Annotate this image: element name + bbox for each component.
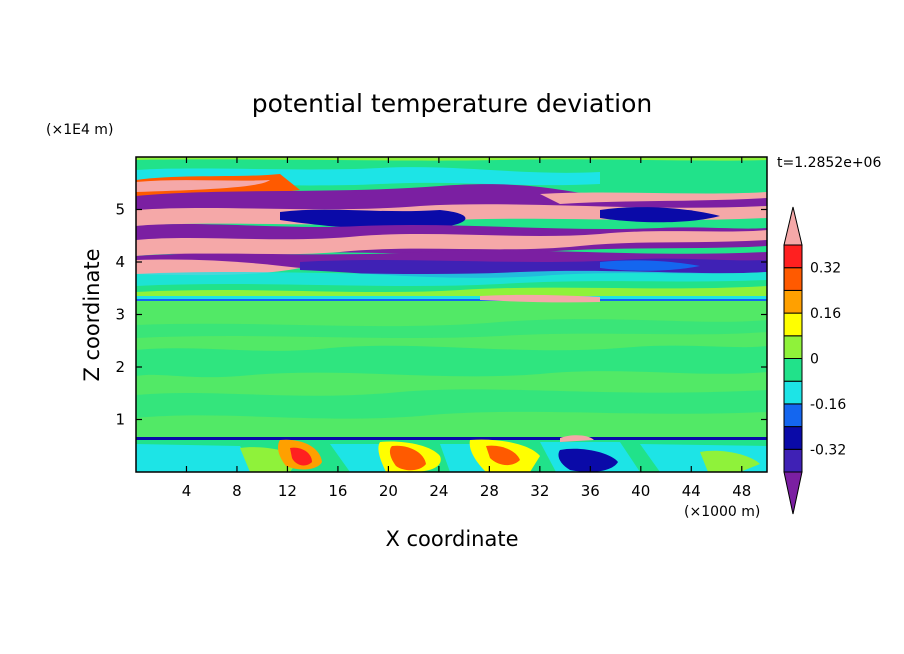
contour-band xyxy=(480,294,600,303)
contour-field xyxy=(136,157,767,472)
colorbar-label: 0.32 xyxy=(810,261,841,277)
contour-band xyxy=(486,445,520,466)
contour-band xyxy=(136,299,767,301)
x-axis-label: X coordinate xyxy=(385,527,518,551)
x-unit-label: (×1000 m) xyxy=(684,504,760,520)
x-tick-label: 16 xyxy=(328,482,347,500)
contour-band xyxy=(389,445,426,471)
contour-band xyxy=(136,319,767,338)
contour-band xyxy=(560,435,594,442)
contour-band xyxy=(136,180,270,192)
colorbar-segment xyxy=(783,380,803,405)
contour-band xyxy=(136,230,767,256)
contour-band xyxy=(290,447,312,466)
colorbar-segment xyxy=(783,358,803,382)
contour-band xyxy=(540,192,767,204)
x-tick-label: 8 xyxy=(232,482,242,500)
colorbar-label: -0.16 xyxy=(810,397,846,413)
colorbar-segment xyxy=(783,426,803,450)
y-tick-label: 4 xyxy=(115,253,125,271)
x-tick-label: 12 xyxy=(278,482,297,500)
y-tick-label: 1 xyxy=(115,411,125,429)
y-tick-label: 2 xyxy=(115,358,125,376)
colorbar-label: -0.32 xyxy=(810,442,846,458)
contour-band xyxy=(280,209,466,230)
contour-band xyxy=(136,250,767,270)
colorbar-segment xyxy=(783,403,803,428)
y-tick-label: 3 xyxy=(115,306,125,324)
contour-band xyxy=(136,296,767,301)
colorbar: 0.32 0.16 0 -0.16 -0.32 xyxy=(783,206,846,515)
x-tick-label: 40 xyxy=(631,482,650,500)
x-tick-label: 24 xyxy=(429,482,448,500)
x-tick-label: 28 xyxy=(480,482,499,500)
contour-band xyxy=(700,450,760,472)
colorbar-segment xyxy=(783,267,803,291)
x-tick-label: 4 xyxy=(182,482,192,500)
time-label: t=1.2852e+06 xyxy=(777,155,881,171)
colorbar-label: 0 xyxy=(810,352,819,368)
colorbar-segment xyxy=(783,244,803,269)
x-tick-label: 48 xyxy=(732,482,751,500)
colorbar-extend-high xyxy=(783,206,803,246)
y-axis-ticks: 1 2 3 4 5 xyxy=(115,201,767,429)
colorbar-label: 0.16 xyxy=(810,306,841,322)
contour-band xyxy=(136,389,767,419)
x-tick-label: 20 xyxy=(379,482,398,500)
colorbar-segment xyxy=(783,289,803,314)
chart-title: potential temperature deviation xyxy=(252,89,652,118)
contour-band xyxy=(136,437,767,440)
colorbar-segment xyxy=(783,335,803,359)
contour-band xyxy=(136,259,300,276)
y-axis-label: Z coordinate xyxy=(80,248,104,381)
x-tick-label: 44 xyxy=(682,482,701,500)
contour-band xyxy=(600,207,720,223)
contour-band xyxy=(136,444,260,472)
x-tick-label: 36 xyxy=(581,482,600,500)
colorbar-segment xyxy=(783,448,803,473)
colorbar-segment xyxy=(783,312,803,337)
contour-band xyxy=(558,448,618,472)
contour-band xyxy=(600,260,700,271)
colorbar-extend-low xyxy=(783,471,803,515)
contour-band xyxy=(136,270,767,286)
x-axis-ticks: 4 8 12 16 20 24 28 32 36 40 44 48 xyxy=(182,157,751,500)
x-tick-label: 32 xyxy=(530,482,549,500)
contour-band xyxy=(136,345,767,378)
y-tick-label: 5 xyxy=(115,201,125,219)
y-unit-label: (×1E4 m) xyxy=(46,122,113,138)
